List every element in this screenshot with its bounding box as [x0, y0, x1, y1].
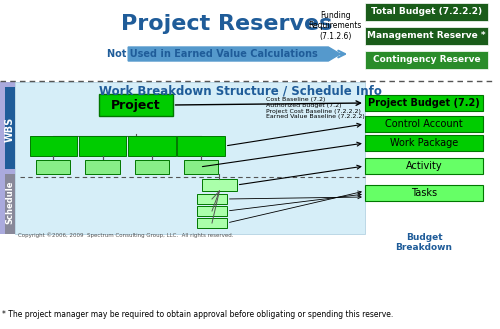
- Text: Not Used in Earned Value Calculations: Not Used in Earned Value Calculations: [106, 49, 318, 59]
- FancyBboxPatch shape: [86, 160, 120, 174]
- Text: Project Reserves: Project Reserves: [121, 14, 332, 34]
- Text: Funding
Requirements
(7.1.2.6): Funding Requirements (7.1.2.6): [308, 11, 362, 41]
- FancyBboxPatch shape: [15, 82, 365, 234]
- FancyBboxPatch shape: [178, 136, 225, 156]
- FancyBboxPatch shape: [365, 3, 488, 21]
- Text: Tasks: Tasks: [411, 188, 437, 198]
- Text: Project Budget (7.2): Project Budget (7.2): [368, 98, 480, 108]
- Text: Contingency Reserve: Contingency Reserve: [372, 56, 480, 64]
- FancyBboxPatch shape: [79, 136, 126, 156]
- FancyBboxPatch shape: [365, 116, 483, 132]
- FancyBboxPatch shape: [365, 158, 483, 174]
- FancyBboxPatch shape: [30, 136, 77, 156]
- Text: Total Budget (7.2.2.2): Total Budget (7.2.2.2): [371, 8, 482, 16]
- Text: Control Account: Control Account: [385, 119, 463, 129]
- Text: Copyright ©2006, 2009  Spectrum Consulting Group, LLC.  All rights reserved.: Copyright ©2006, 2009 Spectrum Consultin…: [18, 232, 233, 238]
- FancyBboxPatch shape: [365, 135, 483, 151]
- FancyBboxPatch shape: [197, 218, 227, 228]
- Text: Cost Baseline (7.2)
Authorized Budget (7.2)
Project Cost Baseline (7.2.2.2)
Earn: Cost Baseline (7.2) Authorized Budget (7…: [266, 97, 365, 119]
- FancyBboxPatch shape: [184, 160, 218, 174]
- FancyBboxPatch shape: [5, 87, 15, 169]
- Text: Schedule: Schedule: [6, 180, 15, 224]
- Text: Budget
Breakdown: Budget Breakdown: [396, 233, 452, 252]
- Text: Work Package: Work Package: [390, 138, 458, 148]
- FancyBboxPatch shape: [365, 27, 488, 45]
- FancyBboxPatch shape: [134, 160, 169, 174]
- FancyBboxPatch shape: [365, 95, 483, 111]
- FancyBboxPatch shape: [98, 94, 172, 116]
- FancyBboxPatch shape: [0, 82, 15, 234]
- Text: Activity: Activity: [406, 161, 442, 171]
- Text: Work Breakdown Structure / Schedule Info: Work Breakdown Structure / Schedule Info: [98, 85, 382, 98]
- FancyBboxPatch shape: [128, 136, 176, 156]
- FancyBboxPatch shape: [197, 206, 227, 216]
- FancyBboxPatch shape: [365, 51, 488, 69]
- FancyBboxPatch shape: [5, 174, 15, 234]
- FancyBboxPatch shape: [365, 185, 483, 201]
- FancyArrow shape: [128, 47, 340, 61]
- FancyBboxPatch shape: [197, 194, 227, 204]
- Text: Management Reserve *: Management Reserve *: [367, 32, 486, 40]
- Text: WBS: WBS: [5, 116, 15, 141]
- FancyBboxPatch shape: [36, 160, 70, 174]
- Text: Project: Project: [111, 98, 160, 112]
- Text: * The project manager may be required to obtain approval before obligating or sp: * The project manager may be required to…: [2, 310, 393, 319]
- FancyBboxPatch shape: [202, 179, 236, 191]
